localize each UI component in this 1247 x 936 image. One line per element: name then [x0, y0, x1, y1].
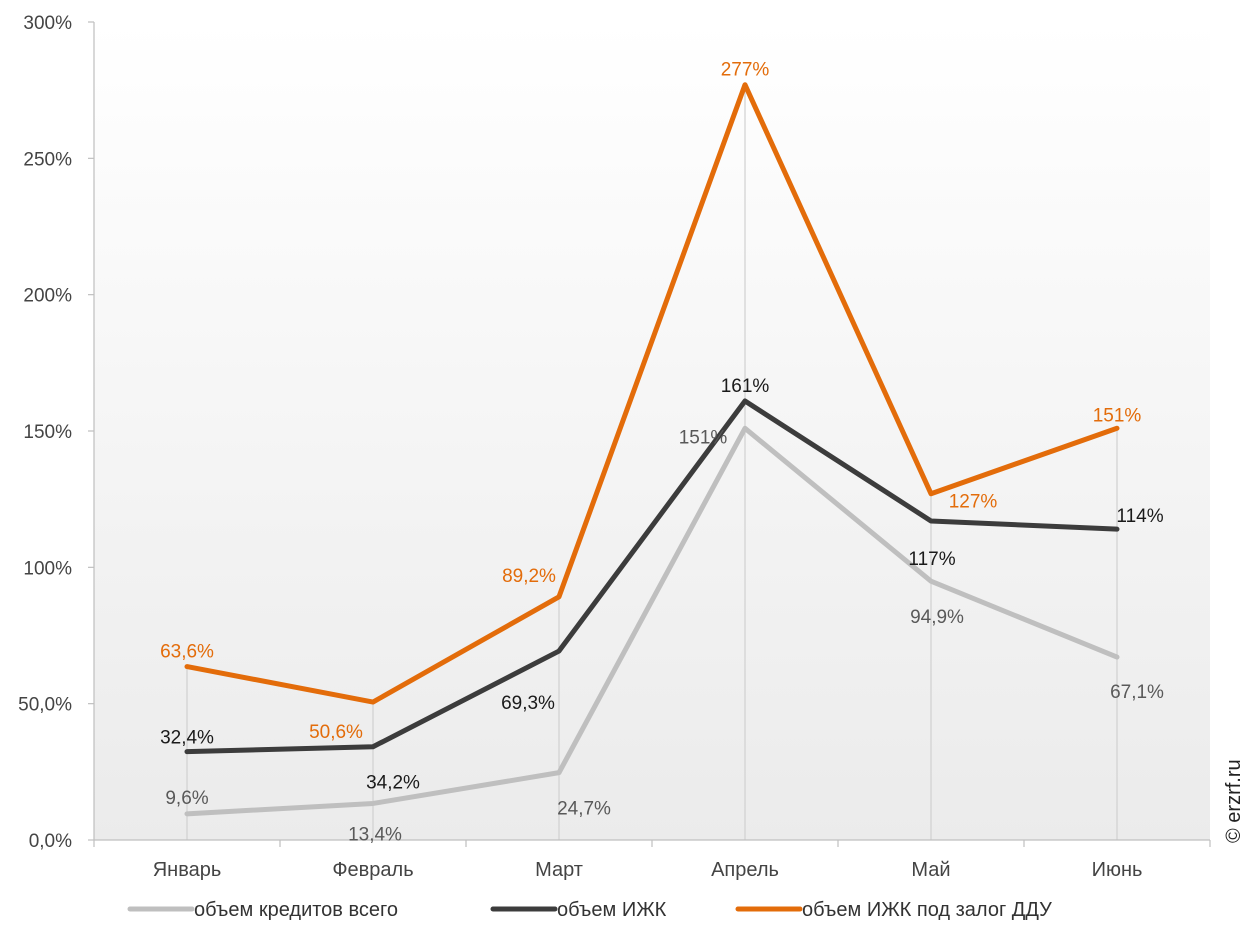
data-label: 94,9%	[910, 607, 964, 628]
legend-label: объем ИЖК под залог ДДУ	[802, 899, 1052, 921]
series-line	[184, 425, 1120, 817]
x-tick-label: Январь	[153, 859, 222, 881]
data-label: 69,3%	[501, 693, 555, 714]
data-label: 151%	[679, 427, 728, 448]
y-tick-label: 300%	[23, 13, 72, 34]
x-tick-label: Май	[911, 859, 950, 881]
data-label: 127%	[949, 492, 998, 513]
y-tick-label: 50,0%	[18, 695, 72, 716]
data-label: 13,4%	[348, 824, 402, 845]
x-tick-label: Апрель	[711, 859, 779, 881]
y-tick-label: 0,0%	[29, 831, 72, 852]
data-labels: 9,6% 13,4% 24,7% 151% 94,9% 67,1% 32,4% 34,2% 69…	[160, 60, 1164, 846]
y-tick-label: 250%	[23, 149, 72, 170]
data-label: 151%	[1093, 405, 1142, 426]
data-label: 89,2%	[502, 566, 556, 587]
legend: объем кредитов всего объем ИЖК объем ИЖК п…	[127, 899, 1052, 921]
credit-text: © erzrf.ru	[1223, 759, 1245, 843]
y-tick-label: 100%	[23, 558, 72, 579]
legend-label: объем кредитов всего	[194, 899, 398, 921]
y-tick-label: 200%	[23, 286, 72, 307]
series-line	[184, 398, 1120, 755]
data-label: 161%	[721, 376, 770, 397]
data-label: 24,7%	[557, 799, 611, 820]
x-tick-label: Февраль	[332, 859, 413, 881]
series-lines	[184, 82, 1120, 817]
data-label: 32,4%	[160, 728, 214, 749]
x-tick-label: Март	[535, 859, 583, 881]
plot-area	[94, 22, 1210, 840]
data-label: 50,6%	[309, 722, 363, 743]
vertical-guide-lines	[186, 84, 1118, 840]
x-axis-ticks: Январь Февраль Март Апрель Май Июнь	[93, 840, 1211, 881]
data-label: 114%	[1116, 506, 1163, 527]
y-axis-ticks: 0,0% 50,0% 100% 150% 200% 250% 300%	[18, 13, 94, 852]
data-label: 9,6%	[165, 788, 208, 809]
data-label: 67,1%	[1110, 682, 1164, 703]
data-label: 63,6%	[160, 642, 214, 663]
data-label: 34,2%	[366, 773, 420, 794]
series-line	[184, 82, 1120, 705]
legend-label: объем ИЖК	[557, 899, 667, 921]
data-label: 277%	[721, 60, 770, 81]
x-tick-label: Июнь	[1092, 859, 1143, 881]
y-tick-label: 150%	[23, 422, 72, 443]
data-label: 117%	[908, 549, 955, 570]
